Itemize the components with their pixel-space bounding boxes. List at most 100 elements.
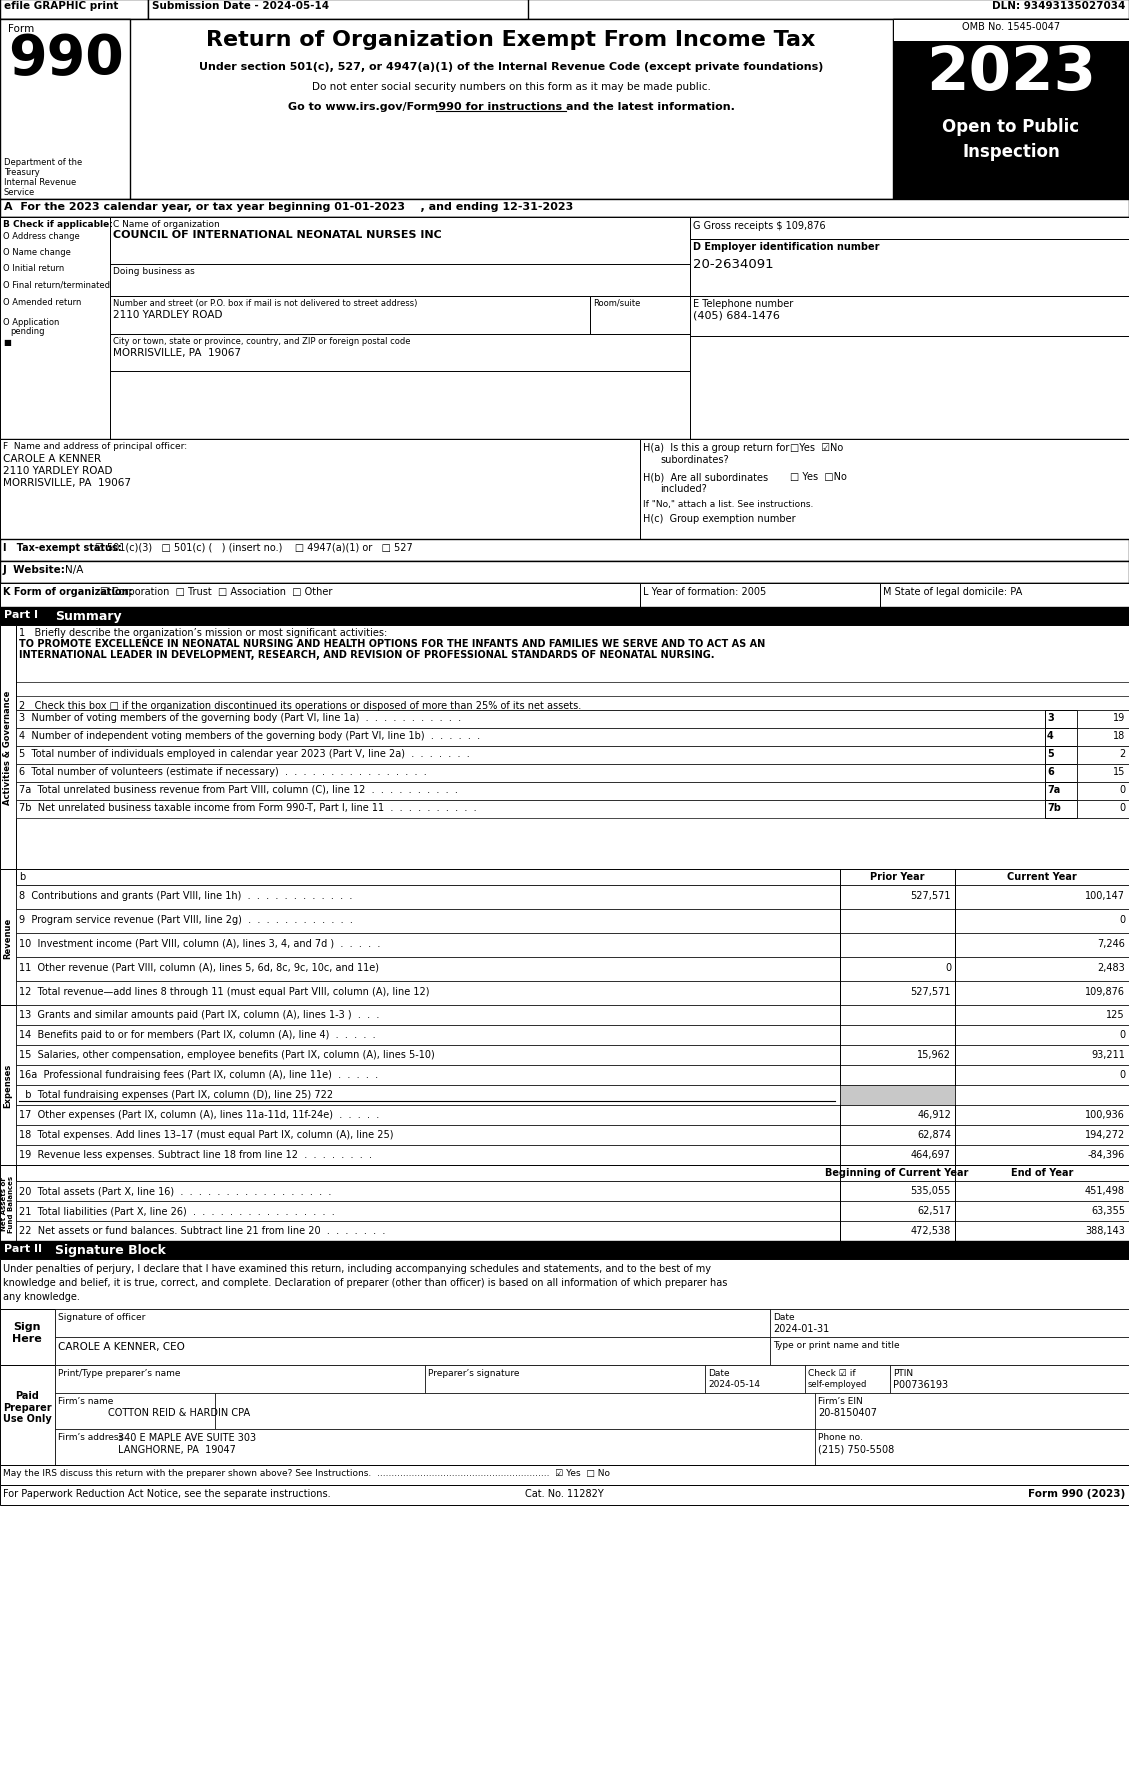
Text: ☑ Corporation  □ Trust  □ Association  □ Other: ☑ Corporation □ Trust □ Association □ Ot… xyxy=(100,586,332,597)
Bar xyxy=(55,1365,425,1394)
Text: PTIN: PTIN xyxy=(893,1369,913,1377)
Text: H(c)  Group exemption number: H(c) Group exemption number xyxy=(644,513,796,524)
Text: Form 990 (2023): Form 990 (2023) xyxy=(1027,1488,1124,1499)
Text: COUNCIL OF INTERNATIONAL NEONATAL NURSES INC: COUNCIL OF INTERNATIONAL NEONATAL NURSES… xyxy=(113,230,441,241)
Text: May the IRS discuss this return with the preparer shown above? See Instructions.: May the IRS discuss this return with the… xyxy=(3,1468,610,1477)
Text: 63,355: 63,355 xyxy=(1091,1205,1124,1215)
Text: Go to www.irs.gov/Form990 for instructions and the latest information.: Go to www.irs.gov/Form990 for instructio… xyxy=(288,102,735,112)
Text: Firm’s name: Firm’s name xyxy=(58,1397,113,1406)
Bar xyxy=(16,909,1129,934)
Text: □ Yes  □No: □ Yes □No xyxy=(790,472,847,481)
Text: O Address change: O Address change xyxy=(3,232,80,241)
Bar xyxy=(955,1085,1129,1105)
Text: pending: pending xyxy=(10,326,44,335)
Text: 14  Benefits paid to or for members (Part IX, column (A), line 4)  .  .  .  .  .: 14 Benefits paid to or for members (Part… xyxy=(19,1030,376,1039)
Text: 8  Contributions and grants (Part VIII, line 1h)  .  .  .  .  .  .  .  .  .  .  : 8 Contributions and grants (Part VIII, l… xyxy=(19,891,352,900)
Text: (405) 684-1476: (405) 684-1476 xyxy=(693,310,780,321)
Bar xyxy=(16,1146,1129,1165)
Bar xyxy=(815,1394,1129,1429)
Bar xyxy=(0,1260,1129,1310)
Text: 4: 4 xyxy=(1047,731,1053,741)
Bar xyxy=(0,217,1129,440)
Text: L Year of formation: 2005: L Year of formation: 2005 xyxy=(644,586,767,597)
Text: D Employer identification number: D Employer identification number xyxy=(693,242,879,251)
Bar xyxy=(640,440,1129,540)
Text: 18: 18 xyxy=(1113,731,1124,741)
Bar xyxy=(16,957,1129,982)
Text: Check ☑ if: Check ☑ if xyxy=(808,1369,856,1377)
Text: 62,874: 62,874 xyxy=(917,1130,951,1139)
Text: 100,936: 100,936 xyxy=(1085,1110,1124,1119)
Bar xyxy=(55,1310,770,1336)
Text: C Name of organization: C Name of organization xyxy=(113,219,220,228)
Text: 62,517: 62,517 xyxy=(917,1205,951,1215)
Text: 10  Investment income (Part VIII, column (A), lines 3, 4, and 7d )  .  .  .  .  : 10 Investment income (Part VIII, column … xyxy=(19,939,380,948)
Text: 990: 990 xyxy=(8,32,124,86)
Text: If "No," attach a list. See instructions.: If "No," attach a list. See instructions… xyxy=(644,499,813,508)
Text: TO PROMOTE EXCELLENCE IN NEONATAL NURSING AND HEALTH OPTIONS FOR THE INFANTS AND: TO PROMOTE EXCELLENCE IN NEONATAL NURSIN… xyxy=(19,638,765,649)
Text: 527,571: 527,571 xyxy=(910,987,951,996)
Bar xyxy=(16,1221,1129,1242)
Text: Print/Type preparer’s name: Print/Type preparer’s name xyxy=(58,1369,181,1377)
Bar xyxy=(1045,800,1077,818)
Bar xyxy=(640,584,879,608)
Bar xyxy=(0,217,110,440)
Bar xyxy=(0,0,148,20)
Bar xyxy=(16,1181,1129,1201)
Text: End of Year: End of Year xyxy=(1010,1167,1074,1178)
Bar xyxy=(590,298,690,335)
Text: Signature of officer: Signature of officer xyxy=(58,1312,146,1320)
Text: G Gross receipts $ 109,876: G Gross receipts $ 109,876 xyxy=(693,221,825,232)
Text: 19: 19 xyxy=(1113,713,1124,722)
Text: Beginning of Current Year: Beginning of Current Year xyxy=(825,1167,969,1178)
Bar xyxy=(840,1085,955,1105)
Text: Cat. No. 11282Y: Cat. No. 11282Y xyxy=(525,1488,603,1499)
Bar xyxy=(1077,800,1129,818)
Text: 93,211: 93,211 xyxy=(1091,1050,1124,1060)
Bar xyxy=(1077,729,1129,747)
Text: 6: 6 xyxy=(1047,766,1053,777)
Text: 3  Number of voting members of the governing body (Part VI, line 1a)  .  .  .  .: 3 Number of voting members of the govern… xyxy=(19,713,461,722)
Bar xyxy=(893,20,1129,200)
Text: K Form of organization:: K Form of organization: xyxy=(3,586,132,597)
Bar xyxy=(690,337,1129,440)
Text: Part II: Part II xyxy=(5,1244,42,1253)
Text: 3: 3 xyxy=(1047,713,1053,722)
Bar xyxy=(425,1365,704,1394)
Bar xyxy=(0,584,640,608)
Text: 46,912: 46,912 xyxy=(917,1110,951,1119)
Text: ☑ 501(c)(3)   □ 501(c) (   ) (insert no.)    □ 4947(a)(1) or   □ 527: ☑ 501(c)(3) □ 501(c) ( ) (insert no.) □ … xyxy=(95,544,413,552)
Text: 15: 15 xyxy=(1112,766,1124,777)
Text: Sign
Here: Sign Here xyxy=(12,1320,42,1344)
Bar xyxy=(16,1085,840,1105)
Text: 20  Total assets (Part X, line 16)  .  .  .  .  .  .  .  .  .  .  .  .  .  .  . : 20 Total assets (Part X, line 16) . . . … xyxy=(19,1185,332,1196)
Text: 6  Total number of volunteers (estimate if necessary)  .  .  .  .  .  .  .  .  .: 6 Total number of volunteers (estimate i… xyxy=(19,766,427,777)
Bar xyxy=(16,1066,1129,1085)
Text: Submission Date - 2024-05-14: Submission Date - 2024-05-14 xyxy=(152,2,330,11)
Text: 7b  Net unrelated business taxable income from Form 990-T, Part I, line 11  .  .: 7b Net unrelated business taxable income… xyxy=(19,802,476,813)
Text: 464,697: 464,697 xyxy=(911,1149,951,1160)
Text: For Paperwork Reduction Act Notice, see the separate instructions.: For Paperwork Reduction Act Notice, see … xyxy=(3,1488,331,1499)
Text: A  For the 2023 calendar year, or tax year beginning 01-01-2023    , and ending : A For the 2023 calendar year, or tax yea… xyxy=(5,201,574,212)
Text: 0: 0 xyxy=(1119,802,1124,813)
Text: 16a  Professional fundraising fees (Part IX, column (A), line 11e)  .  .  .  .  : 16a Professional fundraising fees (Part … xyxy=(19,1069,378,1080)
Bar xyxy=(16,782,1129,800)
Text: MORRISVILLE, PA  19067: MORRISVILLE, PA 19067 xyxy=(113,347,240,358)
Text: Expenses: Expenses xyxy=(3,1064,12,1107)
Text: Form: Form xyxy=(8,23,34,34)
Bar xyxy=(16,747,1129,764)
Text: □Yes  ☑No: □Yes ☑No xyxy=(790,442,843,453)
Bar xyxy=(1045,782,1077,800)
Text: b  Total fundraising expenses (Part IX, column (D), line 25) 722: b Total fundraising expenses (Part IX, c… xyxy=(19,1089,333,1099)
Text: 1   Briefly describe the organization’s mission or most significant activities:: 1 Briefly describe the organization’s mi… xyxy=(19,627,387,638)
Text: Under section 501(c), 527, or 4947(a)(1) of the Internal Revenue Code (except pr: Under section 501(c), 527, or 4947(a)(1)… xyxy=(199,62,823,71)
Text: Number and street (or P.O. box if mail is not delivered to street address): Number and street (or P.O. box if mail i… xyxy=(113,299,418,308)
Bar xyxy=(16,1005,1129,1025)
Bar xyxy=(893,43,1129,112)
Text: subordinates?: subordinates? xyxy=(660,454,728,465)
Bar xyxy=(16,1165,1129,1181)
Text: (215) 750-5508: (215) 750-5508 xyxy=(819,1443,894,1454)
Bar xyxy=(0,870,16,1005)
Text: F  Name and address of principal officer:: F Name and address of principal officer: xyxy=(3,442,187,451)
Text: O Amended return: O Amended return xyxy=(3,298,81,307)
